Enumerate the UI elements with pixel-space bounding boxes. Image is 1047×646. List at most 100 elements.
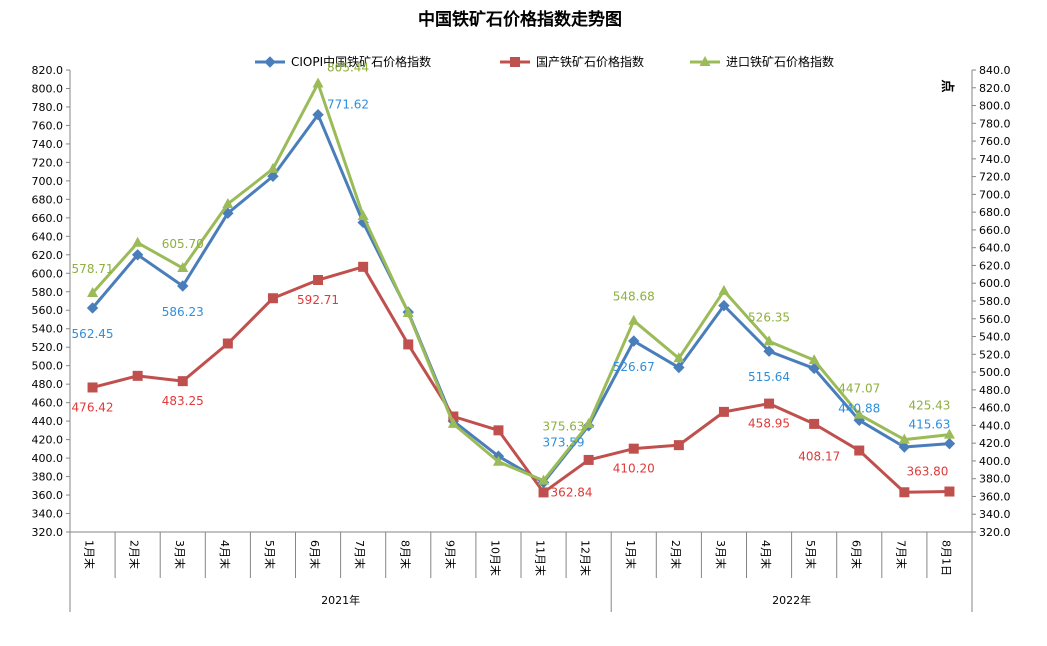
x-tick-label: 6月末 bbox=[308, 540, 322, 569]
x-tick-label: 6月末 bbox=[849, 540, 863, 569]
data-label-layer: 562.45 586.23 771.62 373.59 526.67 515.64 440.… bbox=[72, 60, 951, 499]
y2-tick-label: 440.0 bbox=[979, 419, 1011, 432]
square-marker bbox=[403, 339, 414, 350]
square-marker bbox=[313, 275, 324, 286]
x-tick-label: 9月末 bbox=[443, 540, 457, 569]
triangle-marker bbox=[538, 474, 550, 485]
data-label: 362.84 bbox=[551, 485, 593, 499]
square-marker bbox=[87, 382, 98, 393]
diamond-marker bbox=[264, 56, 276, 68]
y-tick-label: 340.0 bbox=[32, 508, 64, 521]
y-tick-label: 400.0 bbox=[32, 452, 64, 465]
y-tick-label: 480.0 bbox=[32, 378, 64, 391]
y-tick-label: 780.0 bbox=[32, 101, 64, 114]
axes: 320.0 340.0 360.0 380.0 400.0 420.0 440.0 460.0… bbox=[32, 64, 1011, 612]
y2-tick-label: 640.0 bbox=[979, 242, 1011, 255]
diamond-marker bbox=[222, 207, 234, 219]
y2-tick-label: 360.0 bbox=[979, 490, 1011, 503]
year-group-label: 2022年 bbox=[772, 593, 811, 607]
y2-tick-label: 740.0 bbox=[979, 153, 1011, 166]
y-tick-label: 580.0 bbox=[32, 286, 64, 299]
triangle-marker bbox=[763, 335, 775, 346]
y2-tick-label: 620.0 bbox=[979, 259, 1011, 272]
data-label: 363.80 bbox=[906, 465, 948, 479]
data-label: 515.64 bbox=[748, 370, 790, 384]
x-tick-label: 4月末 bbox=[759, 540, 773, 569]
y2-tick-label: 840.0 bbox=[979, 64, 1011, 77]
square-marker bbox=[899, 487, 910, 498]
y2-tick-label: 600.0 bbox=[979, 277, 1011, 290]
diamond-marker bbox=[86, 302, 99, 314]
legend-label: 国产铁矿石价格指数 bbox=[536, 54, 644, 69]
triangle-marker bbox=[447, 417, 459, 428]
triangle-marker bbox=[402, 307, 414, 318]
triangle-marker bbox=[808, 354, 820, 365]
y2-tick-label: 480.0 bbox=[979, 384, 1011, 397]
y2-tick-label: 340.0 bbox=[979, 508, 1011, 521]
legend-label: 进口铁矿石价格指数 bbox=[726, 54, 834, 69]
y-tick-label: 440.0 bbox=[32, 415, 64, 428]
y2-tick-label: 780.0 bbox=[979, 117, 1011, 130]
series-layer bbox=[86, 77, 956, 498]
square-marker bbox=[132, 370, 143, 381]
square-marker bbox=[493, 425, 504, 436]
data-label: 440.88 bbox=[838, 401, 880, 415]
y2-tick-label: 820.0 bbox=[979, 82, 1011, 95]
series-line bbox=[92, 265, 950, 494]
y2-tick-label: 660.0 bbox=[979, 224, 1011, 237]
y-tick-label: 820.0 bbox=[32, 64, 64, 77]
y2-tick-label: 320.0 bbox=[979, 526, 1011, 539]
diamond-marker bbox=[267, 170, 279, 182]
series-line bbox=[91, 113, 950, 484]
square-marker bbox=[944, 486, 955, 497]
y-tick-label: 760.0 bbox=[32, 119, 64, 132]
data-label: 548.68 bbox=[613, 290, 655, 304]
triangle-marker bbox=[222, 197, 234, 208]
y-tick-label: 520.0 bbox=[32, 341, 64, 354]
y-tick-label: 640.0 bbox=[32, 230, 64, 243]
diamond-marker bbox=[177, 280, 189, 292]
diamond-marker bbox=[312, 108, 324, 121]
triangle-marker bbox=[357, 209, 369, 220]
data-label: 592.71 bbox=[297, 293, 339, 307]
data-label: 447.07 bbox=[838, 382, 880, 396]
triangle-marker bbox=[853, 408, 865, 419]
data-label: 586.23 bbox=[162, 305, 204, 319]
y-tick-label: 360.0 bbox=[32, 489, 64, 502]
diamond-marker bbox=[808, 362, 820, 375]
chart-title: 中国铁矿石价格指数走势图 bbox=[418, 9, 622, 30]
x-tick-label: 1月末 bbox=[624, 540, 638, 569]
x-tick-label: 2月末 bbox=[128, 540, 142, 569]
x-tick-label: 5月末 bbox=[804, 540, 818, 569]
y2-tick-label: 460.0 bbox=[979, 402, 1011, 415]
chart-legend: CIOPI中国铁矿石价格指数 国产铁矿石价格指数 进口铁矿石价格指数 bbox=[255, 54, 834, 69]
data-label: 410.20 bbox=[613, 462, 655, 476]
square-marker bbox=[718, 406, 729, 417]
data-label: 373.59 bbox=[543, 435, 585, 449]
triangle-marker bbox=[898, 433, 910, 444]
legend-label: CIOPI中国铁矿石价格指数 bbox=[291, 54, 431, 69]
square-marker bbox=[222, 338, 233, 349]
diamond-marker bbox=[718, 299, 730, 312]
y-tick-label: 540.0 bbox=[32, 323, 64, 336]
square-marker bbox=[673, 440, 684, 451]
y-tick-label: 320.0 bbox=[32, 526, 64, 539]
y-tick-label: 420.0 bbox=[32, 434, 64, 447]
x-tick-label: 4月末 bbox=[218, 540, 232, 569]
y2-tick-label: 560.0 bbox=[979, 313, 1011, 326]
y-tick-label: 680.0 bbox=[32, 193, 64, 206]
y2-tick-label: 760.0 bbox=[979, 135, 1011, 148]
square-marker bbox=[177, 376, 188, 387]
square-marker bbox=[358, 261, 369, 272]
triangle-marker bbox=[943, 428, 955, 439]
square-marker bbox=[764, 398, 775, 409]
data-label: 476.42 bbox=[72, 400, 114, 414]
x-tick-label: 7月末 bbox=[353, 540, 367, 569]
triangle-marker bbox=[583, 417, 595, 428]
y2-tick-label: 500.0 bbox=[979, 366, 1011, 379]
square-marker bbox=[809, 418, 820, 429]
y-tick-label: 500.0 bbox=[32, 360, 64, 373]
data-label: 526.67 bbox=[613, 360, 655, 374]
square-marker bbox=[510, 57, 520, 67]
triangle-marker bbox=[718, 284, 730, 295]
